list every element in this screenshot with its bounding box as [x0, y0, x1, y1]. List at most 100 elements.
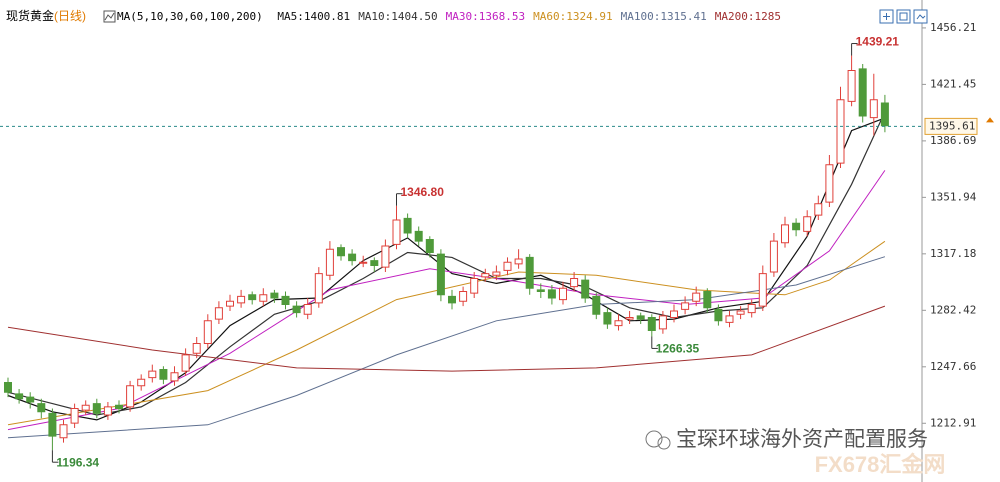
candle [814, 195, 823, 220]
candle-body [503, 261, 512, 271]
candle [703, 288, 712, 313]
candle [170, 366, 179, 386]
candle-body [470, 278, 479, 294]
header: 现货黄金(日线) [6, 8, 86, 23]
y-tick-label: 1282.42 [930, 303, 976, 316]
ma-line [7, 240, 886, 426]
candle [126, 380, 135, 412]
candle-body [559, 287, 567, 301]
chart-subtitle: (日线) [54, 9, 86, 23]
settings-button[interactable] [896, 9, 911, 24]
candle-body [647, 317, 656, 331]
candle-body [4, 382, 12, 393]
candle-body [570, 278, 579, 288]
candle [226, 294, 234, 311]
candle [514, 249, 523, 269]
candle-body [781, 224, 789, 244]
candle-body [337, 247, 345, 257]
candle [381, 239, 390, 272]
candle-body [792, 222, 801, 231]
candle-body [270, 292, 279, 299]
watermark-text: 宝琛环球海外资产配置服务 [676, 427, 928, 451]
candle [769, 233, 778, 277]
candle-body [714, 308, 723, 322]
candle-body [692, 292, 701, 302]
candle-body [547, 289, 556, 299]
candle-body [70, 408, 79, 424]
chart-title: 现货黄金 [6, 8, 54, 23]
candle-body [592, 295, 601, 315]
candle [359, 255, 368, 268]
watermark-icon [657, 436, 671, 450]
candle-body [514, 258, 523, 265]
settings-glyph [899, 12, 908, 21]
plot-area [4, 55, 889, 451]
candle [658, 311, 667, 334]
candle [259, 288, 268, 307]
candle-body [880, 102, 889, 127]
candle-body [81, 404, 90, 411]
indicator-label: MA(5,10,30,60,100,200) [117, 10, 263, 23]
candle-body [170, 372, 179, 382]
annotation: 1346.80 [401, 185, 445, 199]
candle-body [181, 354, 190, 372]
candle [536, 283, 545, 298]
candle-body [292, 305, 301, 314]
legend-entry: MA5:1400.81 [277, 10, 350, 23]
candle-body [536, 289, 545, 292]
annotation: 1266.35 [656, 342, 700, 356]
candle-body [348, 253, 357, 262]
candle [192, 337, 201, 359]
candle-body [836, 99, 845, 164]
candle-body [725, 315, 734, 323]
candle-body [825, 164, 834, 203]
candle [448, 289, 456, 310]
candle [459, 286, 468, 307]
candle-body [625, 317, 634, 320]
candle-body [392, 219, 401, 245]
watermark: 宝琛环球海外资产配置服务 FX678汇金网 [645, 427, 945, 477]
candle [547, 285, 556, 305]
candle-body [159, 369, 168, 380]
candle-body [847, 70, 856, 102]
candle [314, 267, 323, 308]
candle [15, 389, 24, 404]
ma-line [7, 305, 886, 372]
candle-body [614, 320, 623, 327]
annotation: 1196.34 [56, 455, 99, 469]
candle-body [226, 300, 234, 307]
candle-body [314, 273, 323, 304]
candle [736, 306, 745, 320]
candle-body [248, 294, 257, 301]
y-tick-label: 1386.69 [930, 134, 976, 147]
candle [292, 301, 301, 318]
candle [492, 265, 501, 281]
candle [481, 268, 490, 282]
candle [70, 403, 79, 428]
candle [625, 311, 634, 324]
toolbar [879, 9, 928, 24]
candle [103, 402, 112, 420]
candle-body [148, 370, 157, 379]
candle [37, 398, 46, 419]
indicator-icon-glyph [104, 12, 115, 21]
candle [59, 419, 68, 443]
export-button[interactable] [913, 9, 928, 24]
candle-body [414, 230, 423, 242]
candle [337, 244, 345, 261]
legend-entry: MA200:1285 [715, 10, 781, 23]
candle-body [26, 396, 35, 403]
y-tick-label: 1456.21 [930, 21, 976, 34]
candle-body [858, 68, 867, 117]
candle-body [192, 343, 201, 354]
ma-line [7, 170, 886, 431]
candle [181, 348, 190, 376]
candle-body [681, 302, 690, 310]
candle [647, 314, 656, 337]
candle [81, 400, 90, 415]
candle [592, 293, 601, 320]
candle-body [425, 239, 434, 253]
candle-body [448, 295, 456, 304]
